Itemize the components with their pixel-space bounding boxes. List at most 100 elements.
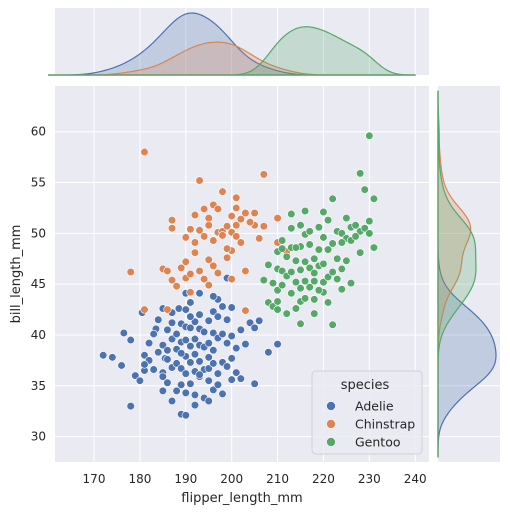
point-chinstrap bbox=[250, 208, 259, 218]
point-gentoo bbox=[273, 286, 282, 295]
point-adelie bbox=[264, 348, 273, 357]
y-tick-label: 45 bbox=[31, 277, 46, 291]
point-gentoo bbox=[369, 243, 379, 252]
point-adelie bbox=[186, 298, 195, 307]
y-tick-label: 30 bbox=[31, 430, 46, 444]
point-gentoo bbox=[291, 243, 301, 252]
point-chinstrap bbox=[222, 253, 232, 262]
point-adelie bbox=[255, 316, 264, 325]
legend-marker-chinstrap bbox=[326, 419, 336, 429]
point-chinstrap bbox=[236, 238, 245, 247]
point-adelie bbox=[195, 370, 204, 379]
point-chinstrap bbox=[259, 170, 268, 179]
point-adelie bbox=[236, 374, 245, 383]
point-gentoo bbox=[365, 229, 374, 238]
point-chinstrap bbox=[204, 255, 213, 264]
point-adelie bbox=[181, 305, 190, 314]
point-gentoo bbox=[351, 221, 360, 230]
point-adelie bbox=[222, 339, 232, 348]
point-adelie bbox=[177, 380, 186, 389]
point-gentoo bbox=[323, 245, 333, 254]
point-chinstrap bbox=[181, 257, 190, 266]
point-chinstrap bbox=[273, 214, 282, 223]
point-gentoo bbox=[328, 239, 337, 248]
point-adelie bbox=[250, 323, 259, 332]
point-chinstrap bbox=[232, 193, 241, 202]
point-adelie bbox=[186, 312, 195, 321]
point-gentoo bbox=[300, 294, 310, 303]
y-tick-label: 60 bbox=[31, 125, 46, 139]
point-chinstrap bbox=[222, 222, 232, 231]
point-adelie bbox=[140, 351, 149, 360]
point-chinstrap bbox=[163, 266, 172, 276]
point-adelie bbox=[144, 339, 154, 348]
point-gentoo bbox=[319, 233, 328, 242]
point-chinstrap bbox=[195, 176, 204, 185]
x-tick-label: 210 bbox=[266, 472, 289, 486]
point-gentoo bbox=[291, 278, 301, 287]
point-adelie bbox=[131, 371, 140, 380]
point-gentoo bbox=[305, 240, 314, 249]
point-chinstrap bbox=[213, 268, 223, 278]
point-gentoo bbox=[264, 260, 273, 269]
point-gentoo bbox=[287, 209, 296, 219]
y-tick-label: 40 bbox=[31, 328, 46, 342]
point-gentoo bbox=[300, 257, 310, 266]
x-tick-label: 190 bbox=[174, 472, 197, 486]
point-chinstrap bbox=[218, 231, 227, 240]
top-kde-gentoo bbox=[48, 26, 416, 76]
point-gentoo bbox=[310, 268, 319, 278]
point-chinstrap bbox=[232, 232, 241, 241]
point-gentoo bbox=[296, 221, 305, 230]
point-adelie bbox=[186, 342, 195, 351]
point-gentoo bbox=[337, 285, 346, 294]
x-tick-label: 170 bbox=[83, 472, 106, 486]
point-gentoo bbox=[291, 304, 301, 313]
point-chinstrap bbox=[140, 305, 149, 314]
point-adelie bbox=[227, 354, 236, 363]
point-adelie bbox=[190, 317, 200, 326]
point-gentoo bbox=[337, 264, 346, 274]
point-chinstrap bbox=[167, 224, 177, 233]
point-adelie bbox=[177, 349, 186, 358]
point-chinstrap bbox=[140, 147, 149, 157]
point-chinstrap bbox=[200, 232, 209, 241]
point-chinstrap bbox=[167, 275, 177, 285]
point-chinstrap bbox=[181, 233, 190, 242]
point-gentoo bbox=[314, 245, 323, 254]
point-gentoo bbox=[305, 263, 314, 273]
point-adelie bbox=[241, 340, 250, 349]
point-adelie bbox=[204, 376, 213, 385]
point-adelie bbox=[195, 289, 204, 298]
point-adelie bbox=[172, 386, 181, 395]
point-gentoo bbox=[328, 267, 337, 277]
point-adelie bbox=[245, 318, 255, 327]
point-chinstrap bbox=[200, 274, 209, 284]
point-gentoo bbox=[314, 286, 323, 295]
point-adelie bbox=[186, 323, 195, 332]
x-tick-label: 220 bbox=[312, 472, 335, 486]
point-adelie bbox=[126, 402, 135, 411]
point-adelie bbox=[190, 350, 200, 359]
point-adelie bbox=[186, 358, 195, 367]
legend-label-gentoo: Gentoo bbox=[355, 435, 401, 450]
point-adelie bbox=[190, 390, 200, 400]
point-gentoo bbox=[323, 298, 333, 307]
x-tick-label: 240 bbox=[404, 472, 427, 486]
point-adelie bbox=[218, 389, 227, 399]
point-gentoo bbox=[369, 194, 379, 203]
point-chinstrap bbox=[195, 226, 204, 235]
point-adelie bbox=[158, 372, 167, 381]
point-gentoo bbox=[337, 238, 346, 247]
x-tick-labels: 170 180 190 200 210 220 230 240 bbox=[83, 472, 427, 486]
point-adelie bbox=[163, 325, 172, 334]
point-chinstrap bbox=[241, 208, 250, 218]
point-chinstrap bbox=[241, 266, 250, 276]
point-gentoo bbox=[296, 265, 305, 275]
point-chinstrap bbox=[255, 234, 264, 243]
right-kde-gentoo bbox=[437, 90, 477, 457]
point-chinstrap bbox=[167, 216, 177, 225]
point-adelie bbox=[218, 329, 227, 339]
point-chinstrap bbox=[163, 305, 172, 314]
point-adelie bbox=[181, 369, 190, 378]
